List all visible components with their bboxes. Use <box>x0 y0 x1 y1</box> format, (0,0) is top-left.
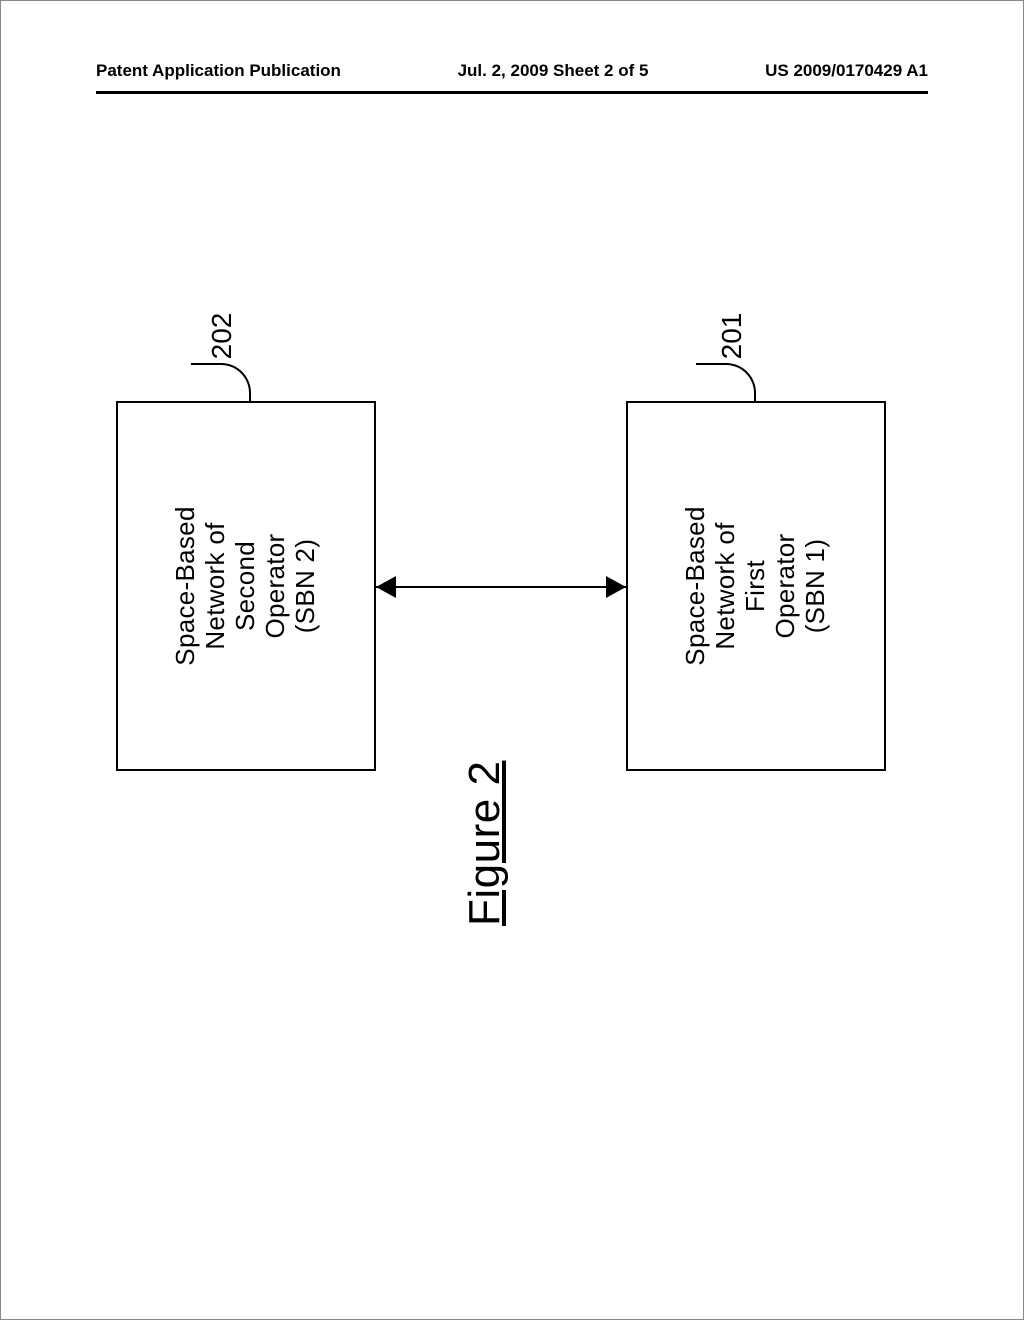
box-sbn2-line5: (SBN 2) <box>291 539 321 634</box>
box-sbn1-line4: Operator <box>771 534 801 639</box>
page-frame: Patent Application Publication Jul. 2, 2… <box>0 0 1024 1320</box>
connector-line <box>376 586 626 588</box>
ref-201: 201 <box>716 301 748 371</box>
ref-202: 202 <box>206 301 238 371</box>
box-sbn2: Space-Based Network of Second Operator (… <box>116 401 376 771</box>
box-sbn2-line1: Space-Based <box>171 506 201 665</box>
header-left: Patent Application Publication <box>96 61 341 81</box>
page-header: Patent Application Publication Jul. 2, 2… <box>96 61 928 81</box>
arrowhead-to-sbn1-icon <box>606 576 626 598</box>
box-sbn1-line2: Network of <box>711 522 741 649</box>
header-rule <box>96 91 928 94</box>
box-sbn1: Space-Based Network of First Operator (S… <box>626 401 886 771</box>
diagram: Space-Based Network of Second Operator (… <box>116 266 896 856</box>
box-sbn2-line2: Network of <box>201 522 231 649</box>
header-center: Jul. 2, 2009 Sheet 2 of 5 <box>458 61 649 81</box>
header-right: US 2009/0170429 A1 <box>765 61 928 81</box>
box-sbn2-line4: Operator <box>261 534 291 639</box>
figure-caption: Figure 2 <box>460 761 510 926</box>
box-sbn2-line3: Second <box>231 541 261 631</box>
box-sbn1-line5: (SBN 1) <box>801 539 831 634</box>
arrowhead-to-sbn2-icon <box>376 576 396 598</box>
box-sbn1-line1: Space-Based <box>681 506 711 665</box>
box-sbn1-line3: First <box>741 560 771 612</box>
